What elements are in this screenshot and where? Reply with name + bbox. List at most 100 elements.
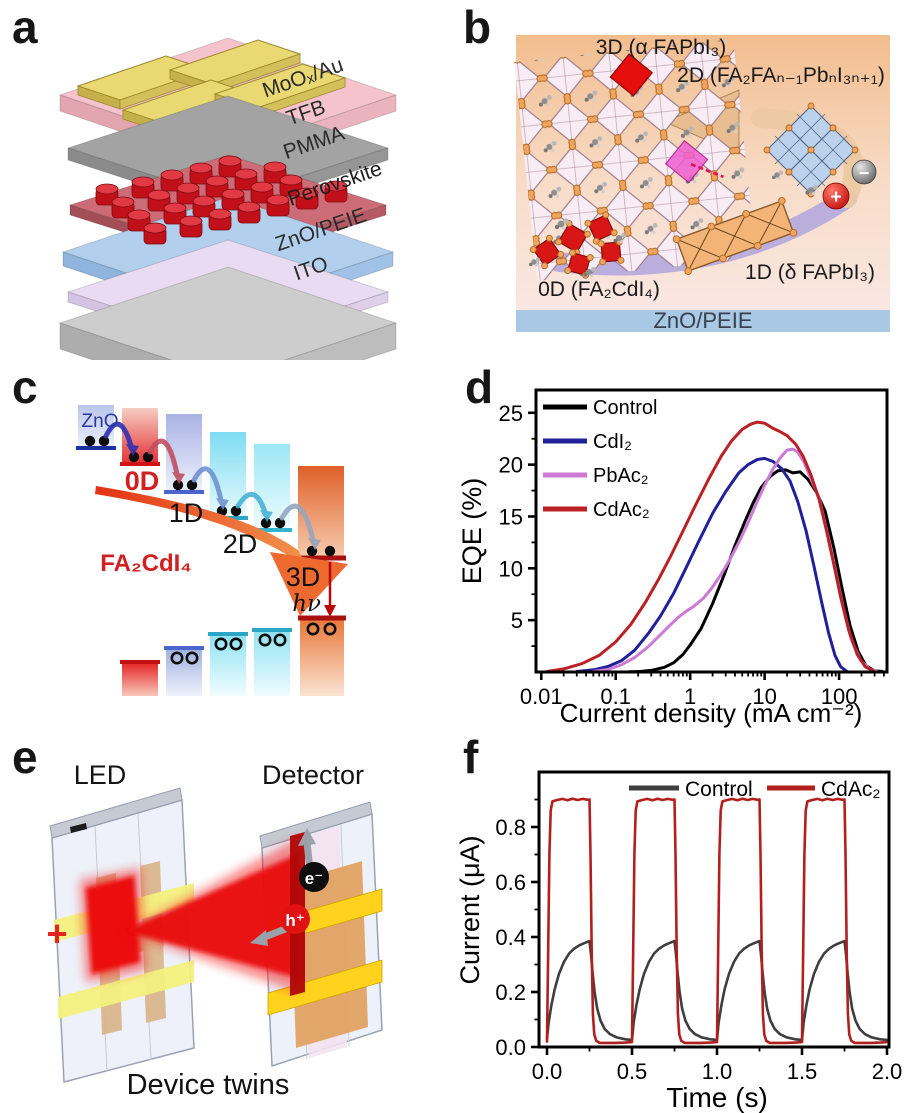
panel-letter-e: e <box>12 731 38 783</box>
level-1d-label: 1D <box>169 498 204 528</box>
svg-text:5: 5 <box>511 608 523 633</box>
substrate-strip <box>516 310 890 332</box>
panel-letter-c: c <box>12 361 38 413</box>
photoresponse-y-axis-title: Current (μA) <box>459 835 485 984</box>
detector-label: Detector <box>262 760 364 790</box>
led-electrode-bar <box>58 960 194 1019</box>
photoresponse-legend: Control CdAc₂ <box>629 778 881 801</box>
svg-text:100: 100 <box>821 684 858 709</box>
svg-text:25: 25 <box>499 401 523 426</box>
led-label: LED <box>74 760 127 790</box>
electron-arrow-icon <box>298 828 316 846</box>
panel-f: f 0.0 0.5 1.0 1.5 2.0 0.0 0.2 0.4 0.6 0.8 Control… <box>459 730 918 1113</box>
funnel-arrow <box>95 486 348 616</box>
zno-label: ZnO <box>82 411 119 432</box>
svg-text:2.0: 2.0 <box>872 1059 903 1084</box>
panel-d: d 0.01 0.1 1 10 100 5 10 15 20 25 Control CdI₂ Pb… <box>459 360 918 730</box>
photoresponse-x-axis-title: Time (s) <box>666 1082 768 1113</box>
device-twins-illustration: + <box>46 760 383 1101</box>
panel-a: a MoOₓ/Au TFB PMMA Perovskite ZnO/PEIE I… <box>0 0 459 360</box>
eqe-plot-area: 0.01 0.1 1 10 100 5 10 15 20 25 <box>499 401 885 709</box>
level-2d-label: 2D <box>223 529 258 559</box>
ribbon-1d <box>672 197 798 275</box>
phase-2d-label: 2D (FA₂FAₙ₋₁PbₙI₃ₙ₊₁) <box>677 64 885 87</box>
phase-0d-label: 0D (FA₂CdI₄) <box>538 278 660 301</box>
cluster-0d <box>529 211 625 279</box>
positive-charge-icon: + <box>822 182 850 210</box>
phase-1d-label: 1D (δ FAPbI₃) <box>745 261 875 284</box>
panel-letter-d: d <box>465 361 494 413</box>
eqe-legend: Control CdI₂ PbAc₂ CdAc₂ <box>543 397 657 521</box>
svg-text:1.0: 1.0 <box>702 1059 733 1084</box>
svg-text:0.0: 0.0 <box>495 1035 526 1060</box>
hole-levels <box>120 615 346 696</box>
svg-text:0.8: 0.8 <box>495 815 526 840</box>
eqe-x-axis-title: Current density (mA cm⁻²) <box>560 698 863 728</box>
panel-e: e + <box>0 730 459 1113</box>
legend-label-control: Control <box>685 778 753 801</box>
level-3d-label: 3D <box>286 562 321 592</box>
legend-label-cdac2: CdAc₂ <box>821 778 881 801</box>
svg-text:−: − <box>859 163 870 183</box>
hole-icon <box>280 904 310 934</box>
carriers: e⁻ h⁺ <box>250 828 329 946</box>
emission-arrow <box>324 562 336 617</box>
eqe-y-axis-title: EQE (%) <box>459 478 487 585</box>
phase-3d-label: 3D (α FAPbI₃) <box>596 36 726 59</box>
energy-diagram: ZnO 0D 1D 2D 3D FA₂CdI₄ hν <box>76 405 348 696</box>
fa-molecules <box>529 170 818 278</box>
svg-text:20: 20 <box>499 453 523 478</box>
photoresponse-chart: 0.0 0.5 1.0 1.5 2.0 0.0 0.2 0.4 0.6 0.8 Control C… <box>459 770 903 1113</box>
device-twins-caption: Device twins <box>127 1069 290 1101</box>
hole-symbol: h⁺ <box>285 911 304 930</box>
photoresponse-axes-box <box>537 770 891 1049</box>
electron-symbol: e⁻ <box>305 869 323 888</box>
led-contact-mark <box>70 823 87 833</box>
legend-label-cdi2: CdI₂ <box>593 431 632 453</box>
panel-c: c <box>0 360 459 730</box>
svg-text:0.0: 0.0 <box>532 1059 563 1084</box>
substrate-label: ZnO/PEIE <box>653 308 752 333</box>
svg-text:0.6: 0.6 <box>495 870 526 895</box>
cluster-2d <box>763 102 859 198</box>
eqe-axes-box <box>534 388 889 674</box>
detector-electrode-bar <box>267 959 383 1016</box>
svg-text:0.01: 0.01 <box>520 684 563 709</box>
svg-text:10: 10 <box>752 684 776 709</box>
positive-terminal-icon: + <box>46 913 67 954</box>
compound-label: FA₂CdI₄ <box>100 550 191 577</box>
hole-arrow-icon <box>250 930 268 946</box>
stack-layers <box>58 37 398 360</box>
svg-text:15: 15 <box>499 504 523 529</box>
photon-label: hν <box>292 591 321 617</box>
svg-text:0.5: 0.5 <box>617 1059 648 1084</box>
svg-text:0.2: 0.2 <box>495 980 526 1005</box>
led-emitting-pixel <box>86 876 140 974</box>
insertion-arrow-icon <box>690 162 724 179</box>
svg-text:0.4: 0.4 <box>495 925 526 950</box>
device-stack-illustration: MoOₓ/Au TFB PMMA Perovskite ZnO/PEIE ITO <box>58 37 398 360</box>
svg-text:0.1: 0.1 <box>600 684 631 709</box>
photoresponse-plot-area: 0.0 0.5 1.0 1.5 2.0 0.0 0.2 0.4 0.6 0.8 <box>495 797 903 1084</box>
negative-charge-icon: − <box>851 159 877 185</box>
hopping-arrows <box>103 421 321 550</box>
legend-label-control: Control <box>593 397 657 419</box>
electron-icon <box>299 862 329 892</box>
panel-letter-b: b <box>463 1 492 53</box>
legend-label-pbac2: PbAc₂ <box>593 465 649 487</box>
magenta-octahedron-icon <box>664 139 709 184</box>
hole-dots <box>170 622 337 665</box>
level-0d-label: 0D <box>125 466 160 496</box>
eqe-chart: 0.01 0.1 1 10 100 5 10 15 20 25 Control CdI₂ PbAc… <box>459 388 889 728</box>
svg-text:10: 10 <box>499 556 523 581</box>
panel-letter-a: a <box>12 1 38 53</box>
svg-text:+: + <box>830 187 841 208</box>
detector-top-edge <box>259 801 373 849</box>
phase-transformation-illustration: − + ZnO/PEIE 3D (α FAPbI₃) 2D (FA₂FAₙ₋₁P… <box>514 35 890 333</box>
svg-text:1.5: 1.5 <box>787 1059 818 1084</box>
red-octahedron-icon <box>609 53 654 97</box>
panel-letter-f: f <box>463 731 479 783</box>
legend-label-cdac2: CdAc₂ <box>593 499 650 521</box>
panel-b: b <box>459 0 918 360</box>
